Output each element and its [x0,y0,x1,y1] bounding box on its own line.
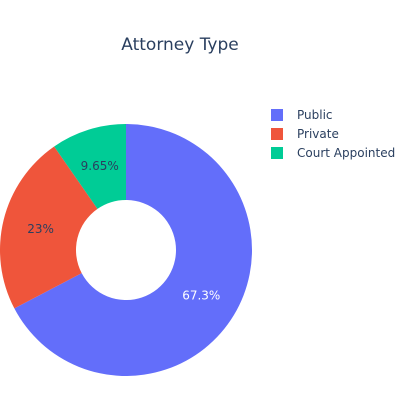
slice-label-court-appointed: 9.65% [81,159,119,173]
legend-swatch [271,109,283,121]
slice-label-public: 67.3% [182,289,220,303]
pie-slices [0,124,252,376]
slice-labels: 67.3% 23% 9.65% [27,159,220,303]
legend-swatch [271,147,283,159]
legend-item-court-appointed[interactable]: Court Appointed [271,146,395,160]
slice-public [14,124,252,376]
chart-title: Attorney Type [121,35,239,55]
slice-label-private: 23% [27,222,54,236]
legend: Public Private Court Appointed [271,108,395,160]
legend-label: Court Appointed [297,146,395,160]
legend-label: Private [297,127,339,141]
legend-item-public[interactable]: Public [271,108,333,122]
legend-swatch [271,128,283,140]
slice-court-appointed [54,124,126,209]
legend-label: Public [297,108,333,122]
legend-item-private[interactable]: Private [271,127,339,141]
slice-private [0,146,98,309]
